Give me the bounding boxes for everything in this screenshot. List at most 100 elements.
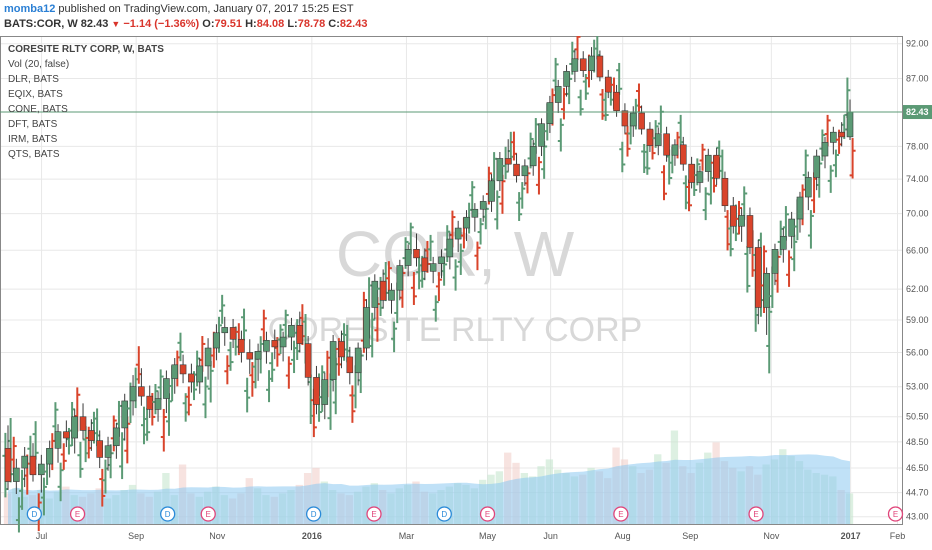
candle[interactable] xyxy=(363,299,370,361)
candle[interactable] xyxy=(413,233,420,267)
comparison-ohlc-bar[interactable] xyxy=(824,114,831,147)
candle[interactable] xyxy=(221,316,229,346)
candle[interactable] xyxy=(713,147,720,186)
comparison-ohlc-bar[interactable] xyxy=(349,385,356,423)
comparison-ohlc-bar[interactable] xyxy=(519,182,526,209)
price-series[interactable] xyxy=(2,36,856,533)
comparison-ohlc-bar[interactable] xyxy=(369,312,376,358)
comparison-ohlc-bar[interactable] xyxy=(660,165,667,201)
comparison-ohlc-bar[interactable] xyxy=(241,308,248,341)
comparison-ohlc-bar[interactable] xyxy=(791,234,798,272)
candle[interactable] xyxy=(204,338,212,380)
candle[interactable] xyxy=(96,430,104,469)
candle[interactable] xyxy=(679,136,687,171)
candle[interactable] xyxy=(805,171,812,211)
candle[interactable] xyxy=(488,174,495,212)
event-marker[interactable]: E xyxy=(748,506,764,522)
event-marker[interactable]: E xyxy=(887,506,904,522)
comparison-ohlc-bar[interactable] xyxy=(260,309,267,342)
comparison-ohlc-bar[interactable] xyxy=(219,294,226,324)
price-axis[interactable]: 43.00 44.70 46.50 48.50 50.50 53.00 56.00 59.00… xyxy=(903,39,932,522)
comparison-ohlc-bar[interactable] xyxy=(177,332,184,362)
dividend-marker-icon[interactable] xyxy=(436,506,452,522)
comparison-ohlc-bar[interactable] xyxy=(185,386,192,416)
earnings-marker-icon[interactable] xyxy=(748,506,764,522)
candle[interactable] xyxy=(830,126,837,155)
comparison-ohlc-bar[interactable] xyxy=(32,421,39,460)
earnings-marker-icon[interactable] xyxy=(479,506,496,522)
candle[interactable] xyxy=(729,197,737,234)
candle[interactable] xyxy=(321,372,329,420)
candle[interactable] xyxy=(446,232,454,270)
candle[interactable] xyxy=(229,318,237,349)
comparison-ohlc-bar[interactable] xyxy=(516,192,523,221)
comparison-ohlc-bar[interactable] xyxy=(477,218,484,245)
candle[interactable] xyxy=(788,211,795,249)
comparison-ohlc-bar[interactable] xyxy=(40,477,47,516)
candle[interactable] xyxy=(838,122,845,147)
comparison-ohlc-bar[interactable] xyxy=(741,186,748,220)
comparison-ohlc-bar[interactable] xyxy=(99,468,106,507)
comparison-ohlc-bar[interactable] xyxy=(457,243,464,275)
candle[interactable] xyxy=(38,454,45,493)
comparison-ohlc-bar[interactable] xyxy=(494,190,501,230)
candle[interactable] xyxy=(113,422,120,459)
candle[interactable] xyxy=(463,210,470,241)
candle[interactable] xyxy=(504,139,512,172)
candle[interactable] xyxy=(213,324,220,361)
candle[interactable] xyxy=(638,105,645,135)
candle[interactable] xyxy=(129,375,137,416)
candle[interactable] xyxy=(438,249,445,279)
comparison-ohlc-bar[interactable] xyxy=(427,234,434,262)
candle[interactable] xyxy=(563,65,570,97)
candle[interactable] xyxy=(171,358,179,394)
candle[interactable] xyxy=(746,207,754,255)
candle[interactable] xyxy=(379,269,387,309)
candle[interactable] xyxy=(188,363,195,393)
dividend-marker-icon[interactable] xyxy=(26,506,42,522)
event-marker[interactable]: D xyxy=(305,506,322,522)
earnings-marker-icon[interactable] xyxy=(200,506,216,522)
candle[interactable] xyxy=(296,311,304,353)
comparison-ohlc-bar[interactable] xyxy=(432,295,439,322)
candle[interactable] xyxy=(63,420,70,448)
comparison-ohlc-bar[interactable] xyxy=(10,436,17,473)
comparison-ohlc-bar[interactable] xyxy=(699,143,706,171)
dividend-marker-icon[interactable] xyxy=(160,506,176,522)
event-marker[interactable]: E xyxy=(200,506,216,522)
candle[interactable] xyxy=(571,49,579,83)
comparison-ohlc-bar[interactable] xyxy=(282,309,289,340)
candle[interactable] xyxy=(496,151,504,192)
candle[interactable] xyxy=(371,274,379,319)
comparison-ohlc-bar[interactable] xyxy=(849,138,856,179)
candle[interactable] xyxy=(104,436,112,471)
event-marker[interactable]: D xyxy=(26,506,42,522)
dividend-marker-icon[interactable] xyxy=(305,506,322,522)
earnings-marker-icon[interactable] xyxy=(887,506,904,522)
candle[interactable] xyxy=(513,153,520,183)
candle[interactable] xyxy=(421,248,429,281)
comparison-ohlc-bar[interactable] xyxy=(57,462,64,502)
candle[interactable] xyxy=(671,139,679,166)
comparison-ohlc-bar[interactable] xyxy=(807,210,814,249)
candle[interactable] xyxy=(329,334,337,392)
event-marker[interactable]: D xyxy=(160,506,176,522)
candle[interactable] xyxy=(13,458,20,495)
candle[interactable] xyxy=(254,343,262,381)
comparison-ohlc-bar[interactable] xyxy=(744,245,751,293)
candle[interactable] xyxy=(4,425,12,490)
candle[interactable] xyxy=(771,243,779,286)
comparison-ohlc-bar[interactable] xyxy=(269,352,276,382)
comparison-ohlc-bar[interactable] xyxy=(552,57,559,92)
candle[interactable] xyxy=(813,149,820,191)
candle[interactable] xyxy=(546,95,554,133)
candle[interactable] xyxy=(521,159,529,186)
event-marker[interactable]: D xyxy=(436,506,452,522)
candle[interactable] xyxy=(338,330,345,369)
candle[interactable] xyxy=(721,171,729,212)
candle[interactable] xyxy=(479,195,487,222)
comparison-ohlc-bar[interactable] xyxy=(469,181,476,210)
candle[interactable] xyxy=(763,267,770,335)
